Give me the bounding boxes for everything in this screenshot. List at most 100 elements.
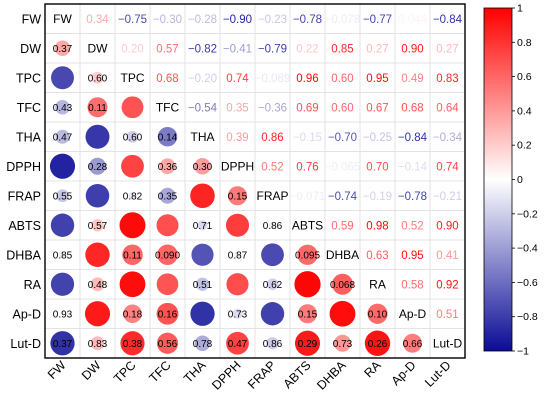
- correlation-circle-dhba-tpc: [122, 244, 143, 266]
- row-label-ap-d: Ap-D: [13, 307, 41, 321]
- correlation-circle-ra-dhba: [331, 273, 354, 295]
- coefficient-ap-d-lut-d: 0.51: [436, 309, 458, 321]
- coefficient-dw-tfc: 0.57: [156, 43, 178, 55]
- colorbar-tick-label: −0.4: [517, 243, 538, 255]
- coefficient-dw-ra: 0.27: [366, 43, 388, 55]
- pvalue-ra-dhba: 0.068: [330, 280, 355, 291]
- colorbar-tick-label: 1: [517, 3, 523, 15]
- coefficient-fw-ra: −0.77: [363, 14, 392, 26]
- coefficient-tpc-tfc: 0.68: [156, 73, 178, 85]
- coefficient-dw-tha: −0.82: [188, 43, 217, 55]
- correlation-circle-dpph-tfc: [159, 158, 176, 175]
- pvalue-frap-dpph: 0.15: [228, 191, 248, 202]
- diagonal-label-ra: RA: [369, 277, 386, 291]
- pvalue-dpph-tfc: 0.36: [158, 162, 178, 173]
- correlation-circle-dhba-tha: [191, 243, 214, 266]
- pvalue-ra-dw: 0.48: [88, 280, 108, 291]
- coefficient-dpph-lut-d: 0.74: [436, 161, 459, 173]
- correlation-circle-ap-d-tpc: [123, 304, 142, 324]
- pvalue-ap-d-dpph: 0.73: [228, 309, 248, 320]
- correlation-circle-ra-frap: [266, 278, 279, 291]
- coefficient-tpc-lut-d: 0.83: [436, 73, 458, 85]
- pvalue-dhba-dpph: 0.87: [228, 250, 248, 261]
- correlation-circle-dw-fw: [54, 40, 71, 56]
- row-label-tha: THA: [16, 130, 42, 144]
- diagonal-label-ap-d: Ap-D: [399, 307, 427, 321]
- pvalue-lut-d-fw: 0.37: [53, 339, 73, 350]
- coefficient-tpc-ra: 0.95: [366, 73, 388, 85]
- correlation-circle-tpc-fw: [51, 66, 74, 90]
- correlation-circle-dpph-tpc: [121, 154, 144, 178]
- correlation-circle-ra-tha: [195, 277, 210, 291]
- row-label-abts: ABTS: [8, 219, 41, 233]
- correlation-circle-ra-fw: [50, 272, 75, 296]
- correlation-circle-lut-d-dpph: [226, 331, 249, 355]
- pvalue-lut-d-dw: 0.83: [88, 339, 108, 350]
- colorbar-tick-label: −1: [517, 346, 529, 358]
- correlation-circle-frap-dw: [85, 183, 110, 208]
- coefficient-fw-tpc: −0.75: [118, 14, 147, 26]
- row-label-dpph: DPPH: [6, 160, 41, 174]
- pvalue-abts-tha: 0.71: [193, 221, 213, 232]
- pvalue-abts-dw: 0.57: [88, 221, 108, 232]
- coefficient-tha-abts: −0.15: [293, 132, 322, 144]
- pvalue-tfc-fw: 0.43: [53, 103, 73, 114]
- matrix-frame: [44, 3, 466, 359]
- correlation-circle-lut-d-frap: [266, 337, 279, 350]
- coefficient-abts-ra: 0.98: [366, 220, 388, 232]
- pvalue-tpc-dw: 0.60: [88, 73, 108, 84]
- coefficient-dpph-ap-d: −0.14: [398, 161, 428, 173]
- colorbar-tick-label: −0.6: [517, 277, 538, 289]
- correlation-circle-tha-tfc: [157, 127, 178, 147]
- coefficient-tfc-dhba: 0.60: [331, 102, 353, 114]
- pvalue-lut-d-abts: 0.29: [298, 339, 318, 350]
- correlation-circle-frap-dpph: [227, 186, 248, 206]
- coefficient-fw-frap: −0.23: [258, 14, 287, 26]
- correlation-circle-ap-d-fw: [59, 310, 66, 317]
- correlation-circle-frap-tfc: [159, 187, 176, 204]
- pvalue-ap-d-tfc: 0.16: [158, 309, 178, 320]
- coefficient-tfc-frap: −0.36: [258, 102, 287, 114]
- correlation-circle-tha-dw: [85, 124, 110, 149]
- row-label-fw: FW: [22, 12, 42, 26]
- pvalue-lut-d-tpc: 0.38: [123, 339, 143, 350]
- correlation-circle-lut-d-ra: [364, 330, 391, 356]
- correlation-circle-ap-d-frap: [260, 302, 285, 326]
- coefficient-tha-dhba: −0.70: [328, 132, 357, 144]
- pvalue-abts-frap: 0.86: [263, 221, 283, 232]
- pvalue-dhba-tfc: 0.090: [155, 250, 180, 261]
- coefficient-fw-dhba: −0.078: [325, 14, 361, 26]
- colorbar-tick-label: 0.4: [517, 105, 532, 117]
- correlation-circle-lut-d-abts: [294, 330, 321, 356]
- row-labels: FW DW TPC TFC THA DPPH FRAP ABTS DHBA RA Ap-D Lut-D: [6, 12, 41, 351]
- correlation-circle-lut-d-tpc: [120, 331, 145, 356]
- matrix-grid: [45, 4, 465, 358]
- coefficient-frap-abts: −0.071: [290, 191, 326, 203]
- pvalue-dhba-fw: 0.85: [53, 250, 73, 261]
- colorbar-tick-label: 0: [517, 174, 523, 186]
- pvalue-frap-fw: 0.55: [53, 191, 73, 202]
- pvalue-dpph-tha: 0.30: [193, 162, 213, 173]
- correlation-circle-dpph-fw: [49, 153, 76, 179]
- coefficient-tfc-dpph: 0.35: [226, 102, 248, 114]
- correlation-circle-dpph-dw: [89, 157, 106, 175]
- coefficient-frap-lut-d: −0.21: [433, 191, 462, 203]
- correlation-circle-tha-tpc: [126, 130, 139, 143]
- correlation-circle-ap-d-tfc: [156, 302, 179, 325]
- coefficient-dw-ap-d: 0.90: [401, 43, 423, 55]
- colorbar: 1 0.8 0.6 0.4 0.2 0 −0.2 −0.4 −0.6 −0.8 −1: [483, 3, 538, 358]
- correlation-circle-dhba-fw: [58, 251, 67, 259]
- coefficient-dw-dpph: −0.41: [223, 43, 252, 55]
- coefficient-abts-dhba: 0.59: [331, 220, 353, 232]
- correlation-circle-abts-tpc: [119, 212, 146, 239]
- correlation-circle-frap-tpc: [128, 191, 137, 200]
- coefficient-fw-dw: 0.34: [86, 14, 109, 26]
- correlation-circle-dhba-tfc: [157, 244, 178, 266]
- correlation-circle-dpph-tha: [194, 157, 211, 175]
- coefficient-fw-ap-d: 0.044: [398, 14, 427, 26]
- coefficient-tfc-ap-d: 0.68: [401, 102, 423, 114]
- colorbar-tick-label: 0.2: [517, 140, 532, 152]
- pvalue-tha-fw: 0.47: [53, 132, 73, 143]
- row-label-tfc: TFC: [17, 101, 41, 115]
- correlation-circle-tfc-tpc: [121, 96, 144, 119]
